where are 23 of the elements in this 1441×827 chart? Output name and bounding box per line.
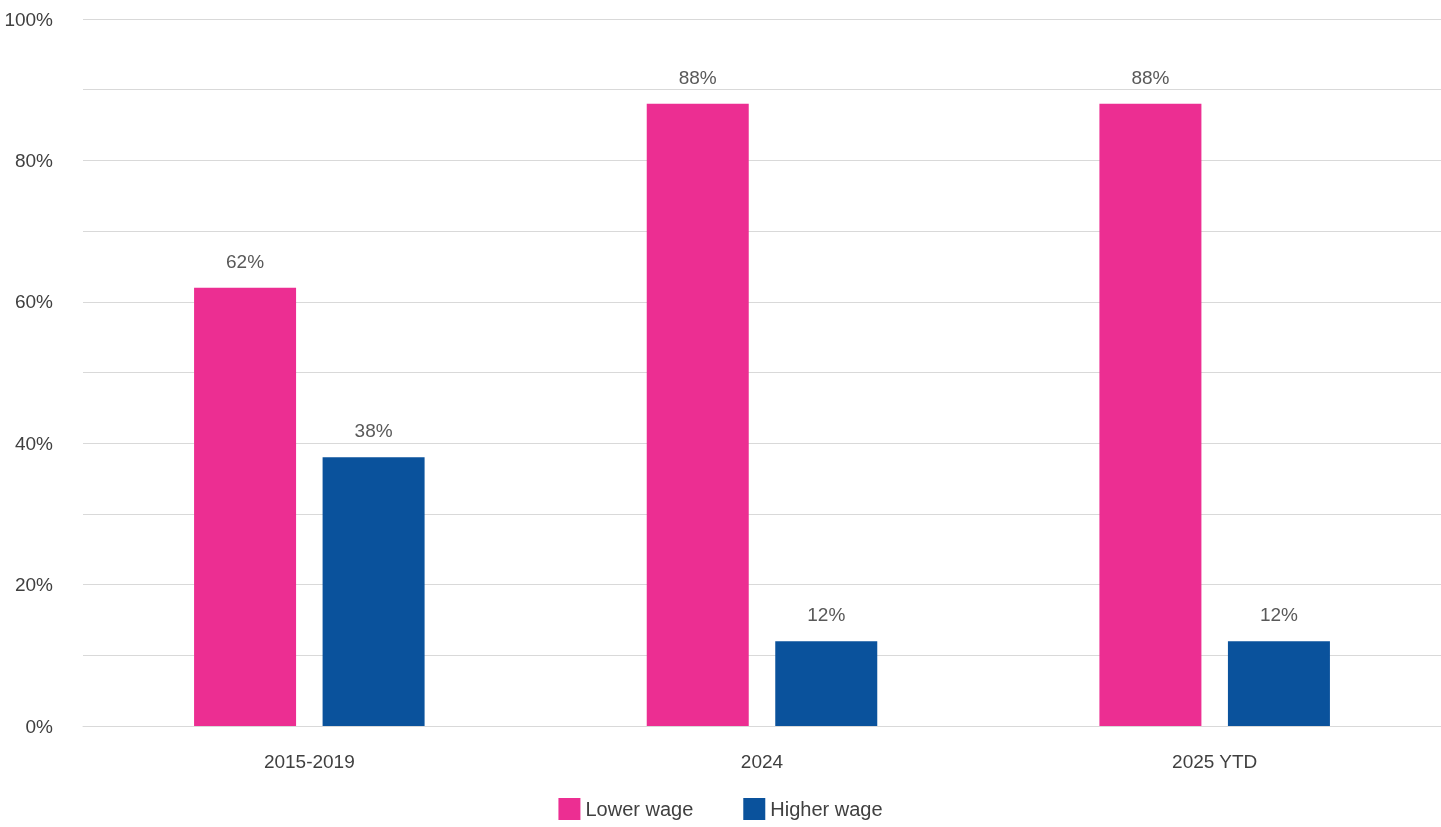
- y-tick-label: 60%: [14, 291, 54, 313]
- y-tick-label: 40%: [14, 432, 54, 454]
- bar: [1099, 103, 1202, 726]
- data-label: 38%: [354, 420, 393, 442]
- bar: [194, 287, 297, 726]
- data-label: 12%: [1259, 604, 1299, 626]
- x-tick-label: 2024: [740, 751, 784, 772]
- data-label: 88%: [1131, 66, 1170, 88]
- y-tick-label: 100%: [4, 8, 54, 30]
- y-tick-label: 20%: [14, 574, 54, 596]
- y-tick-label: 80%: [14, 149, 54, 171]
- bar: [1227, 641, 1330, 726]
- bar: [322, 457, 425, 726]
- legend-label: Lower wage: [585, 798, 694, 820]
- bar: [646, 103, 749, 726]
- legend-label: Higher wage: [770, 798, 883, 820]
- x-tick-label: 2015-2019: [263, 751, 355, 772]
- bar: [775, 641, 878, 726]
- data-label: 62%: [226, 250, 265, 272]
- data-label: 12%: [807, 604, 846, 626]
- x-tick-label: 2025 YTD: [1172, 751, 1258, 772]
- data-label: 88%: [678, 66, 717, 88]
- y-tick-label: 0%: [25, 715, 54, 737]
